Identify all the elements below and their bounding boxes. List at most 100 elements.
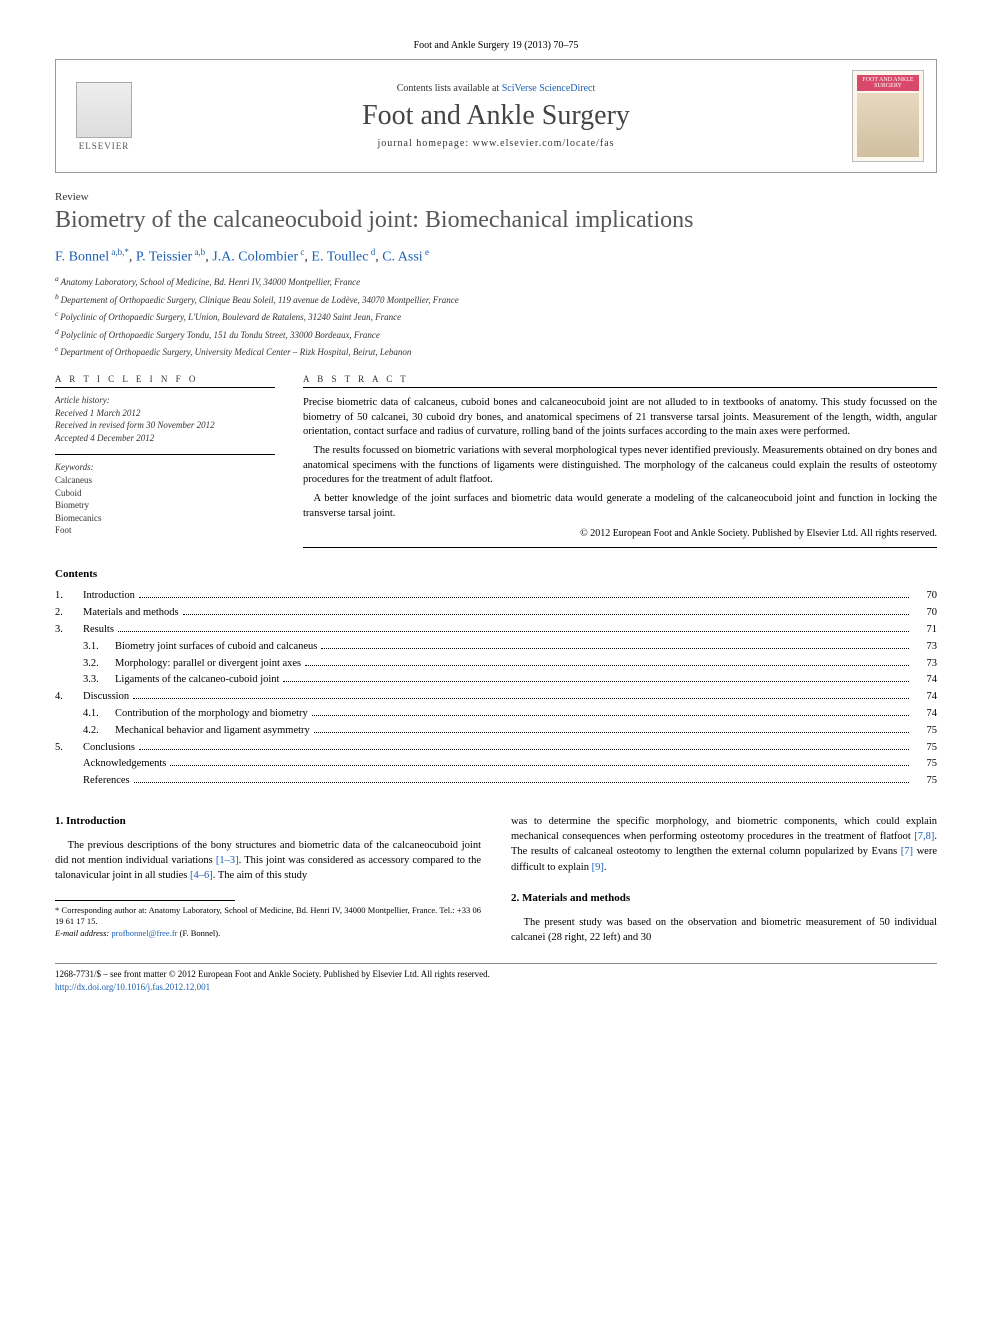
toc-page: 70 (913, 588, 937, 605)
author-link[interactable]: E. Toullec (311, 249, 368, 264)
journal-reference: Foot and Ankle Surgery 19 (2013) 70–75 (55, 40, 937, 51)
toc-page: 70 (913, 605, 937, 622)
toc-label: Morphology: parallel or divergent joint … (115, 656, 301, 673)
toc-dots (305, 665, 909, 666)
keyword: Biomecanics (55, 512, 275, 525)
toc-row[interactable]: 4.2.Mechanical behavior and ligament asy… (55, 723, 937, 740)
cover-title: FOOT AND ANKLE SURGERY (857, 75, 919, 91)
column-right: was to determine the specific morphology… (511, 814, 937, 945)
toc-subnumber: 3.3. (83, 672, 115, 689)
authors-line: F. Bonnel a,b,*, P. Teissier a,b, J.A. C… (55, 247, 937, 266)
ref-link-9[interactable]: [9] (592, 862, 604, 873)
toc-row[interactable]: 3.3.Ligaments of the calcaneo-cuboid joi… (55, 672, 937, 689)
intro-text-c: . The aim of this study (213, 870, 307, 881)
ref-link-7-8[interactable]: [7,8] (914, 831, 934, 842)
author-link[interactable]: F. Bonnel (55, 249, 109, 264)
author-link[interactable]: J.A. Colombier (212, 249, 298, 264)
toc-row[interactable]: 4.Discussion74 (55, 689, 937, 706)
toc-dots (118, 631, 909, 632)
toc-row[interactable]: 5.Conclusions75 (55, 740, 937, 757)
abstract-p2: The results focussed on biometric variat… (303, 444, 937, 488)
affiliation-line: d Polyclinic of Orthopaedic Surgery Tond… (55, 326, 937, 343)
toc-row[interactable]: 4.1.Contribution of the morphology and b… (55, 706, 937, 723)
toc-subnumber: 4.1. (83, 706, 115, 723)
toc-page: 75 (913, 773, 937, 790)
contents-section: Contents 1.Introduction702.Materials and… (55, 568, 937, 790)
article-info-header: A R T I C L E I N F O (55, 374, 275, 388)
article-info: A R T I C L E I N F O Article history: R… (55, 374, 275, 549)
ref-link-4-6[interactable]: [4–6] (190, 870, 213, 881)
toc-number: 1. (55, 588, 83, 605)
abstract: A B S T R A C T Precise biometric data o… (303, 374, 937, 549)
intro-paragraph-cont: was to determine the specific morphology… (511, 814, 937, 875)
page: Foot and Ankle Surgery 19 (2013) 70–75 E… (0, 0, 992, 1033)
column-left: 1. Introduction The previous description… (55, 814, 481, 945)
sciencedirect-link[interactable]: SciVerse ScienceDirect (502, 83, 596, 94)
affiliation-line: e Department of Orthopaedic Surgery, Uni… (55, 343, 937, 360)
journal-cover-thumbnail[interactable]: FOOT AND ANKLE SURGERY (852, 70, 924, 162)
toc-row[interactable]: 3.Results71 (55, 622, 937, 639)
ref-link-7[interactable]: [7] (901, 846, 913, 857)
toc-row[interactable]: 2.Materials and methods70 (55, 605, 937, 622)
toc-page: 75 (913, 740, 937, 757)
col2-text-a: was to determine the specific morphology… (511, 816, 937, 842)
toc-dots (139, 597, 909, 598)
homepage-prefix: journal homepage: (377, 138, 472, 149)
abstract-body: Precise biometric data of calcaneus, cub… (303, 396, 937, 549)
author-affiliation-sup: d (368, 247, 375, 257)
ref-link-1-3[interactable]: [1–3] (216, 855, 239, 866)
article-type: Review (55, 191, 937, 203)
email-label: E-mail address: (55, 928, 111, 938)
toc-dots (321, 648, 909, 649)
footer-copyright: 1268-7731/$ – see front matter © 2012 Eu… (55, 968, 937, 981)
received-date: Received 1 March 2012 (55, 407, 275, 420)
methods-paragraph: The present study was based on the obser… (511, 915, 937, 945)
toc-dots (139, 749, 909, 750)
author-link[interactable]: C. Assi (382, 249, 422, 264)
footnote-divider (55, 900, 235, 901)
body-columns: 1. Introduction The previous description… (55, 814, 937, 945)
homepage-url[interactable]: www.elsevier.com/locate/fas (473, 138, 615, 149)
toc-row[interactable]: 3.1.Biometry joint surfaces of cuboid an… (55, 639, 937, 656)
email-suffix: (F. Bonnel). (177, 928, 220, 938)
toc-row[interactable]: 1.Introduction70 (55, 588, 937, 605)
elsevier-logo[interactable]: ELSEVIER (68, 76, 140, 156)
email-link[interactable]: profbonnel@free.fr (111, 928, 177, 938)
affiliation-line: b Departement of Orthopaedic Surgery, Cl… (55, 291, 937, 308)
contents-prefix: Contents lists available at (397, 83, 502, 94)
toc-row[interactable]: 3.2.Morphology: parallel or divergent jo… (55, 656, 937, 673)
toc-dots (314, 732, 909, 733)
accepted-date: Accepted 4 December 2012 (55, 432, 275, 445)
elsevier-tree-icon (76, 82, 132, 138)
intro-heading: 1. Introduction (55, 814, 481, 830)
contents-available-line: Contents lists available at SciVerse Sci… (140, 83, 852, 94)
intro-paragraph: The previous descriptions of the bony st… (55, 838, 481, 884)
col2-text-d: . (604, 862, 607, 873)
toc-page: 73 (913, 656, 937, 673)
toc-page: 74 (913, 672, 937, 689)
header-center: Contents lists available at SciVerse Sci… (140, 83, 852, 149)
toc-dots (170, 765, 909, 766)
toc-subnumber: 3.1. (83, 639, 115, 656)
author-link[interactable]: P. Teissier (136, 249, 192, 264)
toc-page: 75 (913, 723, 937, 740)
author-affiliation-sup: e (423, 247, 429, 257)
toc-label: Discussion (83, 689, 129, 706)
keywords-label: Keywords: (55, 461, 275, 474)
contents-heading: Contents (55, 568, 937, 580)
toc-subnumber: 3.2. (83, 656, 115, 673)
toc-label: Contribution of the morphology and biome… (115, 706, 308, 723)
table-of-contents: 1.Introduction702.Materials and methods7… (55, 588, 937, 790)
abstract-copyright: © 2012 European Foot and Ankle Society. … (303, 527, 937, 548)
keyword: Biometry (55, 499, 275, 512)
toc-row[interactable]: Acknowledgements75 (55, 756, 937, 773)
affiliations: a Anatomy Laboratory, School of Medicine… (55, 273, 937, 360)
article-history: Article history: Received 1 March 2012 R… (55, 394, 275, 444)
toc-number: 4. (55, 689, 83, 706)
doi-link[interactable]: http://dx.doi.org/10.1016/j.fas.2012.12.… (55, 982, 210, 992)
toc-dots (283, 681, 909, 682)
abstract-p3: A better knowledge of the joint surfaces… (303, 492, 937, 521)
toc-label: Mechanical behavior and ligament asymmet… (115, 723, 310, 740)
journal-name: Foot and Ankle Surgery (140, 100, 852, 132)
toc-row[interactable]: References75 (55, 773, 937, 790)
